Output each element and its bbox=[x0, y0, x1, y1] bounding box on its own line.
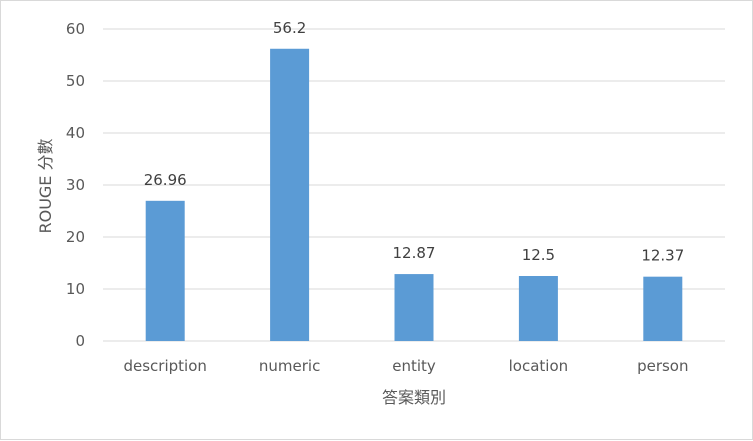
data-label: 12.5 bbox=[522, 246, 555, 264]
x-tick-label: description bbox=[123, 357, 206, 375]
data-label: 12.37 bbox=[641, 247, 684, 265]
x-tick-label: numeric bbox=[259, 357, 320, 375]
y-tick-label: 20 bbox=[66, 228, 85, 246]
bars bbox=[145, 48, 683, 341]
y-tick-label: 50 bbox=[66, 72, 85, 90]
bar bbox=[145, 200, 185, 341]
bar bbox=[643, 276, 683, 341]
y-tick-label: 0 bbox=[75, 332, 85, 350]
gridlines bbox=[103, 28, 725, 342]
data-label: 12.87 bbox=[393, 244, 436, 262]
x-tick-label: location bbox=[509, 357, 569, 375]
x-tick-label: person bbox=[637, 357, 688, 375]
x-tick-label: entity bbox=[392, 357, 436, 375]
y-tick-label: 10 bbox=[66, 280, 85, 298]
bar bbox=[270, 48, 310, 341]
y-tick-label: 30 bbox=[66, 176, 85, 194]
y-axis-ticks: 0 10 20 30 40 50 60 bbox=[66, 20, 85, 350]
bar bbox=[518, 276, 558, 341]
x-axis-ticks: description numeric entity location person bbox=[123, 357, 688, 375]
data-label: 26.96 bbox=[144, 171, 187, 189]
y-tick-label: 60 bbox=[66, 20, 85, 38]
data-labels: 26.96 56.2 12.87 12.5 12.37 bbox=[144, 19, 685, 265]
y-axis-title: ROUGE 分數 bbox=[36, 138, 55, 233]
data-label: 56.2 bbox=[273, 19, 306, 37]
y-tick-label: 40 bbox=[66, 124, 85, 142]
x-axis-title: 答案類別 bbox=[382, 388, 446, 407]
bar bbox=[394, 274, 434, 341]
